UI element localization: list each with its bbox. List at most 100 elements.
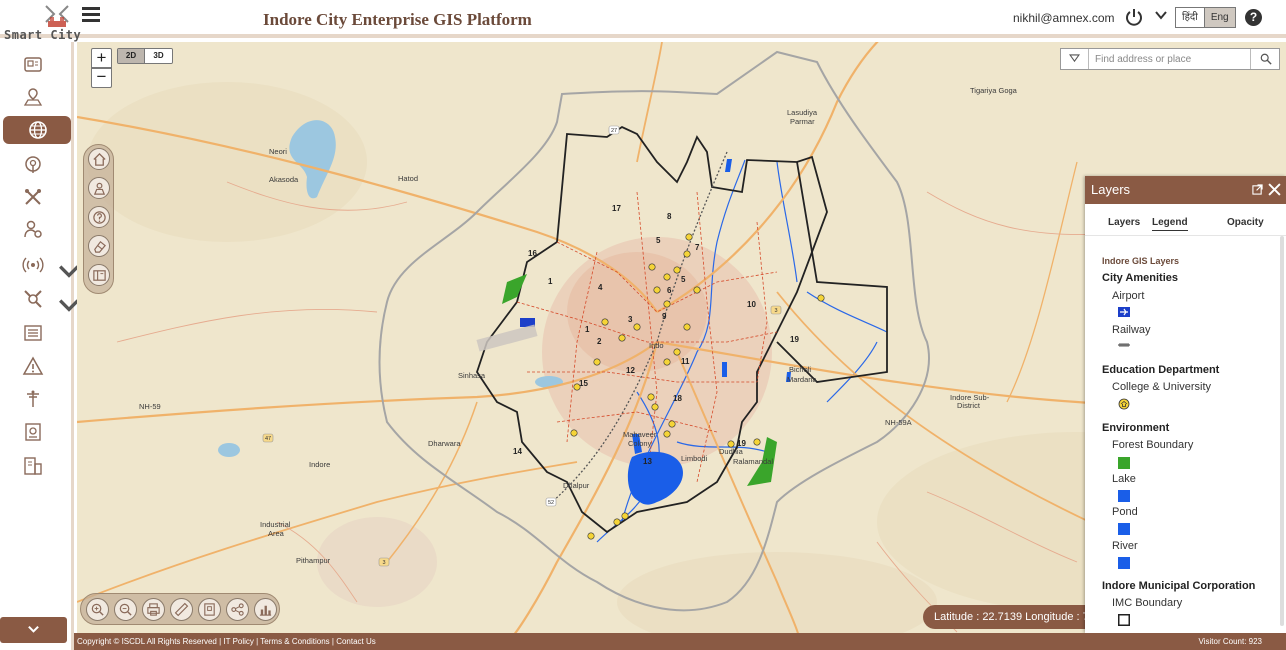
ruler-icon [174,602,189,617]
ward-label: 13 [643,457,652,466]
statistics-tool[interactable] [254,598,277,621]
report-icon [24,457,42,475]
tab-opacity[interactable]: Opacity [1227,217,1264,228]
bottom-toolbar [80,593,280,625]
place-label: Ralamandal [733,457,773,466]
hamburger-menu-icon[interactable] [82,7,100,23]
filter-icon [1069,54,1080,63]
user-email[interactable]: nikhil@amnex.com [1013,11,1115,25]
bar-chart-icon [259,605,272,616]
sidebar-item-globe[interactable] [3,116,71,144]
language-english-button[interactable]: Eng [1203,8,1235,27]
globe-icon [29,121,47,139]
close-icon[interactable] [1268,183,1281,196]
tab-layers[interactable]: Layers [1108,217,1141,228]
place-label: Dhalpur [563,481,590,490]
sidebar-expand-button[interactable] [0,617,67,643]
popout-icon[interactable] [1252,184,1263,195]
share-tool[interactable] [226,598,249,621]
bookmark-tool[interactable] [198,598,221,621]
identify-button[interactable] [88,206,110,228]
legend-group-title: Education Department [1102,364,1220,376]
measure-tool[interactable] [170,598,193,621]
sidebar-item-tools[interactable] [22,186,52,210]
ward-label: 2 [597,337,602,346]
ward-label: 16 [528,249,537,258]
layers-panel-header: Layers [1085,176,1286,204]
sidebar-item-antenna[interactable] [22,388,52,412]
locate-button[interactable] [88,177,110,199]
zoom-out-tool[interactable] [114,598,137,621]
legend-item-label: Railway [1112,324,1151,336]
legend-group-title: City Amenities [1102,272,1179,284]
ward-label: 17 [612,204,621,213]
layers-tabs: Layers Legend Opacity [1085,204,1286,236]
ward-label: 1 [548,277,553,286]
ward-label: 8 [667,212,672,221]
sidebar-item-warning[interactable] [22,355,52,379]
legend-group-title: Indore Municipal Corporation [1102,580,1256,592]
ward-label: 6 [667,286,672,295]
layer-info-button[interactable] [88,264,110,286]
language-hindi-button[interactable]: हिंदी [1182,12,1198,23]
logo-text: Smart City [4,28,82,42]
chevron-down-icon [28,625,39,633]
tab-legend[interactable]: Legend [1152,217,1188,231]
zoom-in-tool[interactable] [86,598,109,621]
ward-label: 9 [662,312,667,321]
search-icon [1260,53,1272,65]
zoom-in-button[interactable]: + [91,48,112,68]
zoom-out-icon [119,603,132,616]
sidebar-item-dashboard[interactable] [22,54,52,78]
smart-city-logo[interactable]: Smart City [2,2,81,42]
place-label: Sinhasa [458,371,486,380]
sidebar-item-location[interactable] [22,154,52,178]
river-swatch-icon [1118,557,1130,569]
print-tool[interactable] [142,598,165,621]
sidebar-item-list[interactable] [22,322,52,346]
view-2d-button[interactable]: 2D [118,49,145,63]
search-button[interactable] [1250,49,1280,69]
place-label: Area [268,529,285,538]
sidebar-item-settings-tools[interactable] [22,288,79,312]
layers-panel-title: Layers [1091,182,1131,197]
basemap[interactable]: 27 47 52 3 3 Neori Akasoda Hatod Lasudiy… [77,42,1286,633]
ward-label: 4 [598,283,603,292]
sidebar-item-map-pin[interactable] [22,86,52,110]
ward-label: 10 [747,300,756,309]
chevron-down-icon[interactable] [1154,8,1168,22]
map-pin-icon [23,88,43,106]
sidebar-item-signal[interactable] [22,254,79,278]
home-button[interactable] [88,148,110,170]
sidebar-item-report[interactable] [22,455,52,479]
eraser-button[interactable] [88,235,110,257]
search-input[interactable] [1095,51,1245,67]
ward-label: 18 [673,394,682,403]
view-3d-button[interactable]: 3D [145,49,172,63]
help-icon[interactable]: ? [1245,9,1262,26]
antenna-icon [27,390,39,407]
coordinate-readout: Latitude : 22.7139 Longitude : 75.8 [923,605,1093,629]
eraser-icon [94,240,106,253]
zoom-out-button[interactable]: − [91,68,112,88]
legend-scrollbar[interactable] [1280,236,1284,626]
footer: Copyright © ISCDL All Rights Reserved | … [74,633,1286,650]
sidebar-item-user-settings[interactable] [22,218,52,242]
sidebar-item-document[interactable] [22,421,52,445]
college-icon [1118,398,1130,410]
place-label: Dharwara [428,439,461,448]
footer-links[interactable]: Copyright © ISCDL All Rights Reserved | … [77,637,376,646]
ward-label: 19 [790,335,799,344]
person-pin-icon [93,182,106,195]
zoom-in-icon [91,603,104,616]
search-filter-button[interactable] [1061,49,1089,69]
map-view[interactable]: 27 47 52 3 3 Neori Akasoda Hatod Lasudiy… [77,42,1286,633]
place-label: Indore [309,460,330,469]
road-shield-label: 3 [382,560,385,566]
power-icon[interactable] [1124,7,1144,27]
legend-item-label: River [1112,540,1138,552]
legend-item-label: Pond [1112,506,1138,518]
ward-label: 11 [681,357,690,366]
bookmark-icon [204,603,215,616]
page-title: Indore City Enterprise GIS Platform [263,10,532,29]
